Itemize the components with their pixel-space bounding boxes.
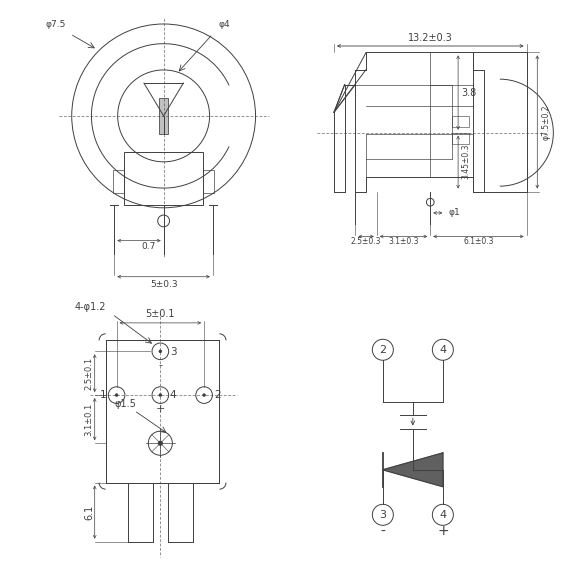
Bar [473, 52, 527, 192]
Text: 3.8: 3.8 [461, 88, 477, 98]
Circle shape [115, 393, 119, 397]
Text: +: + [437, 525, 448, 539]
Bar [159, 98, 168, 134]
Text: 1: 1 [100, 390, 106, 400]
Text: 3.1±0.3: 3.1±0.3 [388, 237, 419, 246]
Text: 4: 4 [439, 345, 447, 355]
Text: φ4: φ4 [218, 20, 230, 29]
Text: +: + [156, 404, 165, 414]
Bar [113, 170, 124, 193]
Text: 2.5±0.3: 2.5±0.3 [351, 237, 382, 246]
Text: 3: 3 [170, 347, 176, 357]
Bar [451, 116, 469, 127]
Text: 5±0.3: 5±0.3 [150, 279, 177, 289]
Text: 2: 2 [214, 390, 221, 400]
Text: φ7.5: φ7.5 [45, 20, 66, 29]
Text: -: - [158, 360, 163, 370]
Text: φ7.5±0.2: φ7.5±0.2 [541, 104, 550, 139]
Text: φ1: φ1 [448, 209, 460, 217]
Polygon shape [383, 453, 443, 487]
Bar [124, 152, 203, 205]
Text: 3.1±0.1: 3.1±0.1 [85, 403, 94, 436]
Text: 6.1±0.3: 6.1±0.3 [463, 237, 494, 246]
Bar [106, 340, 220, 483]
Text: 4-φ1.2: 4-φ1.2 [75, 302, 106, 312]
Text: φ1.5: φ1.5 [114, 399, 136, 409]
Text: 0.7: 0.7 [141, 242, 156, 251]
Text: 13.2±0.3: 13.2±0.3 [408, 33, 453, 42]
Text: 3: 3 [379, 510, 386, 520]
Text: 4: 4 [439, 510, 447, 520]
Text: 3.45±0.3: 3.45±0.3 [461, 144, 470, 180]
Text: 6.1: 6.1 [84, 504, 95, 520]
Text: 2.5±0.1: 2.5±0.1 [85, 357, 94, 390]
Bar [203, 170, 214, 193]
Circle shape [158, 393, 162, 397]
Circle shape [158, 440, 163, 446]
Circle shape [158, 350, 162, 353]
Text: 4: 4 [170, 390, 176, 400]
Circle shape [203, 393, 206, 397]
Text: 2: 2 [379, 345, 386, 355]
Text: 5±0.1: 5±0.1 [146, 310, 175, 320]
Text: -: - [380, 525, 385, 539]
Bar [451, 132, 469, 145]
